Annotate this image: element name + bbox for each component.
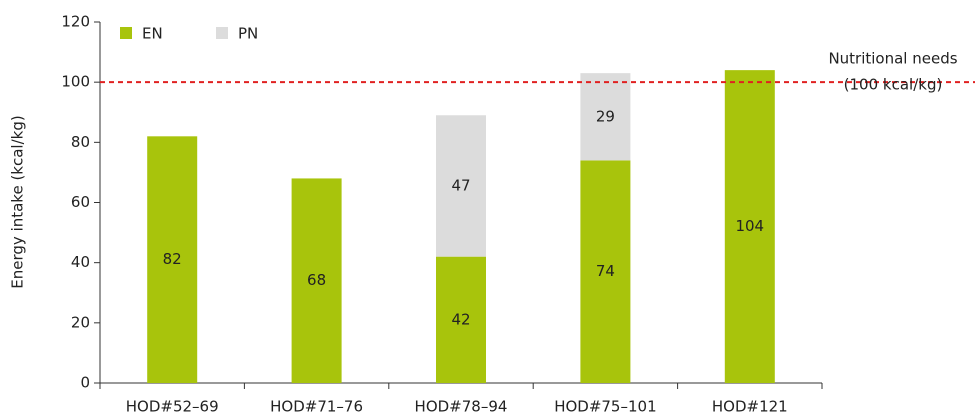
x-tick-label: HOD#75–101: [554, 398, 656, 416]
bar-segment: [436, 256, 486, 383]
x-tick-label: HOD#52–69: [126, 398, 219, 416]
data-label: 82: [163, 250, 182, 268]
y-tick-label: 100: [61, 73, 90, 91]
bar-segment: [147, 136, 198, 383]
data-label: 68: [307, 271, 326, 289]
bar-segment: [291, 178, 342, 383]
y-tick-label: 20: [71, 313, 90, 331]
x-tick-label: HOD#71–76: [270, 398, 363, 416]
reference-label: (100 kcal/kg): [844, 76, 943, 94]
legend-label: PN: [238, 25, 258, 43]
bar-segment: [580, 73, 631, 161]
reference-label: Nutritional needs: [828, 50, 957, 68]
y-tick-label: 120: [61, 13, 90, 31]
bar-segment: [436, 115, 486, 257]
data-label: 104: [735, 217, 764, 235]
y-tick-label: 40: [71, 253, 90, 271]
y-tick-label: 80: [71, 133, 90, 151]
y-tick-label: 0: [80, 374, 90, 392]
data-label: 47: [451, 176, 470, 194]
legend-label: EN: [142, 25, 163, 43]
data-label: 29: [596, 107, 615, 125]
data-label: 42: [451, 310, 470, 328]
y-axis-label: Energy intake (kcal/kg): [9, 115, 27, 288]
bar-segment: [724, 70, 775, 383]
legend-swatch: [120, 27, 132, 39]
legend-swatch: [216, 27, 228, 39]
bar-segment: [580, 160, 631, 383]
data-label: 74: [596, 262, 615, 280]
y-tick-label: 60: [71, 193, 90, 211]
x-tick-label: HOD#78–94: [415, 398, 508, 416]
x-tick-label: HOD#121: [712, 398, 788, 416]
